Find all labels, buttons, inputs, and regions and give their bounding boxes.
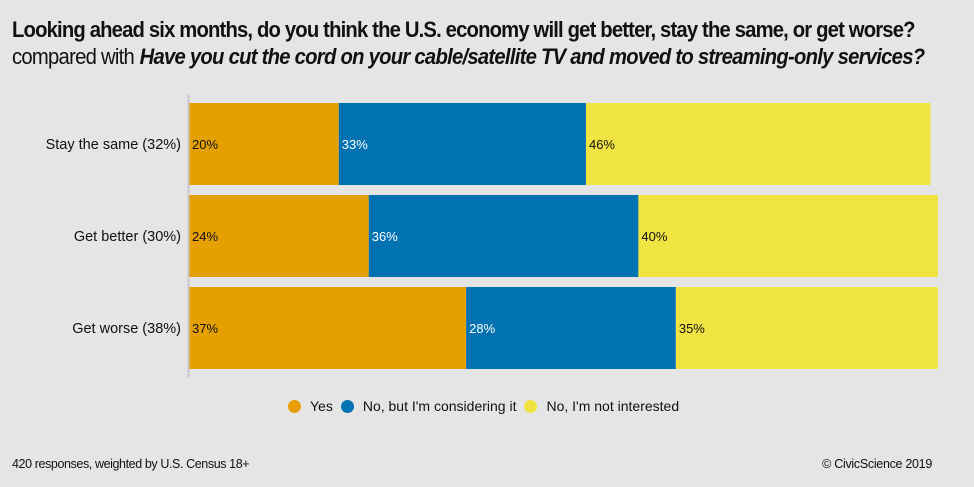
chart-subtitle: compared with Have you cut the cord on yo…	[12, 44, 926, 70]
bar-segment	[585, 103, 931, 185]
copyright: © CivicScience 2019	[822, 457, 932, 471]
bar-segment	[338, 103, 586, 185]
responses-note: 420 responses, weighted by U.S. Census 1…	[12, 457, 250, 471]
chart-title: Looking ahead six months, do you think t…	[12, 17, 916, 42]
data-label: 37%	[192, 321, 218, 336]
legend-item-not-interested: No, I'm not interested	[524, 398, 679, 414]
data-label: 20%	[192, 137, 218, 152]
category-label: Get better (30%)	[74, 229, 181, 245]
stacked-bar-chart: Stay the same (32%) 20% 33% 46% Get better (…	[46, 95, 938, 378]
legend-item-yes: Yes	[288, 398, 333, 414]
data-label: 40%	[641, 229, 667, 244]
legend-item-considering: No, but I'm considering it	[340, 398, 517, 414]
data-label: 33%	[342, 137, 368, 152]
data-label: 24%	[192, 229, 218, 244]
legend-swatch-not-interested	[524, 399, 538, 413]
legend-label-yes: Yes	[310, 398, 333, 414]
category-label: Get worse (38%)	[72, 321, 181, 337]
bar-segment	[638, 195, 938, 277]
legend: Yes No, but I'm considering it No, I'm n…	[288, 398, 687, 414]
data-label: 36%	[372, 229, 398, 244]
bar-segment	[368, 195, 639, 277]
category-label: Stay the same (32%)	[46, 137, 181, 153]
bar-segment	[675, 287, 938, 369]
compared-question: Have you cut the cord on your cable/sate…	[139, 44, 926, 69]
bar-segment	[189, 195, 369, 277]
bar-segment	[189, 287, 467, 369]
legend-swatch-considering	[340, 399, 354, 413]
data-label: 28%	[469, 321, 495, 336]
bar-segment	[466, 287, 676, 369]
legend-label-considering: No, but I'm considering it	[362, 398, 517, 414]
legend-swatch-yes	[288, 399, 301, 413]
legend-label-not-interested: No, I'm not interested	[546, 398, 680, 414]
compared-with-label: compared with	[12, 44, 135, 69]
data-label: 35%	[679, 321, 705, 336]
data-label: 46%	[589, 137, 615, 152]
bar-segment	[189, 103, 339, 185]
